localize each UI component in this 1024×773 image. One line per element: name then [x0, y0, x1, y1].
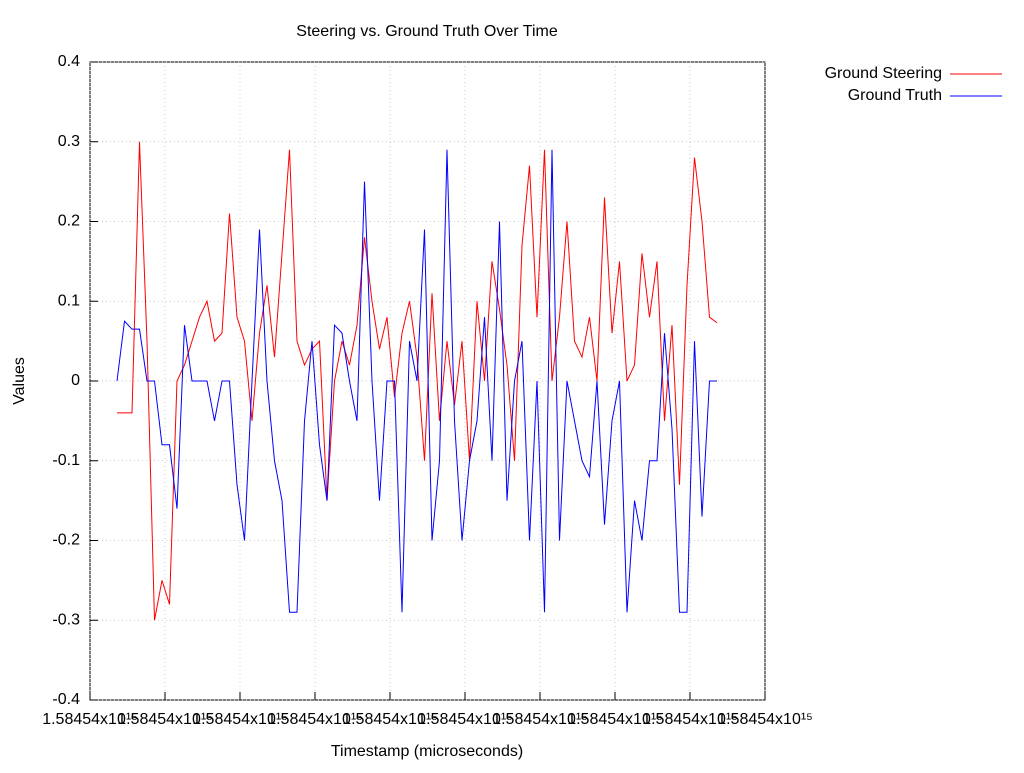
x-tick-label: 1.58454x10¹⁵ [117, 711, 213, 728]
y-tick-label: -0.3 [52, 611, 80, 628]
y-tick-label: -0.4 [52, 691, 80, 708]
legend-label: Ground Truth [848, 87, 942, 104]
x-tick-label: 1.58454x10¹⁵ [342, 711, 438, 728]
y-tick-label: 0.2 [58, 213, 80, 230]
y-tick-label: -0.2 [52, 532, 80, 549]
series-line [116, 149, 717, 613]
y-tick-label: 0 [71, 372, 80, 389]
legend-label: Ground Steering [825, 65, 942, 82]
y-tick-label: 0.3 [58, 133, 80, 150]
x-tick-label: 1.58454x10¹⁵ [192, 711, 288, 728]
x-tick-label: 1.58454x10¹⁵ [567, 711, 663, 728]
x-tick-label: 1.58454x10¹⁵ [492, 711, 588, 728]
chart-title: Steering vs. Ground Truth Over Time [296, 23, 558, 40]
y-axis-label: Values [11, 357, 28, 405]
x-tick-label: 1.58454x10¹⁵ [267, 711, 363, 728]
x-tick-label: 1.58454x10¹⁵ [42, 711, 138, 728]
y-tick-label: -0.1 [52, 452, 80, 469]
x-tick-label: 1.58454x10¹⁵ [717, 711, 813, 728]
x-tick-label: 1.58454x10¹⁵ [417, 711, 513, 728]
plot-frame [89, 61, 766, 701]
x-tick-label: 1.58454x10¹⁵ [642, 711, 738, 728]
x-axis-label: Timestamp (microseconds) [331, 743, 523, 760]
y-tick-label: 0.1 [58, 292, 80, 309]
series-line [117, 141, 718, 621]
y-tick-label: 0.4 [58, 53, 80, 70]
